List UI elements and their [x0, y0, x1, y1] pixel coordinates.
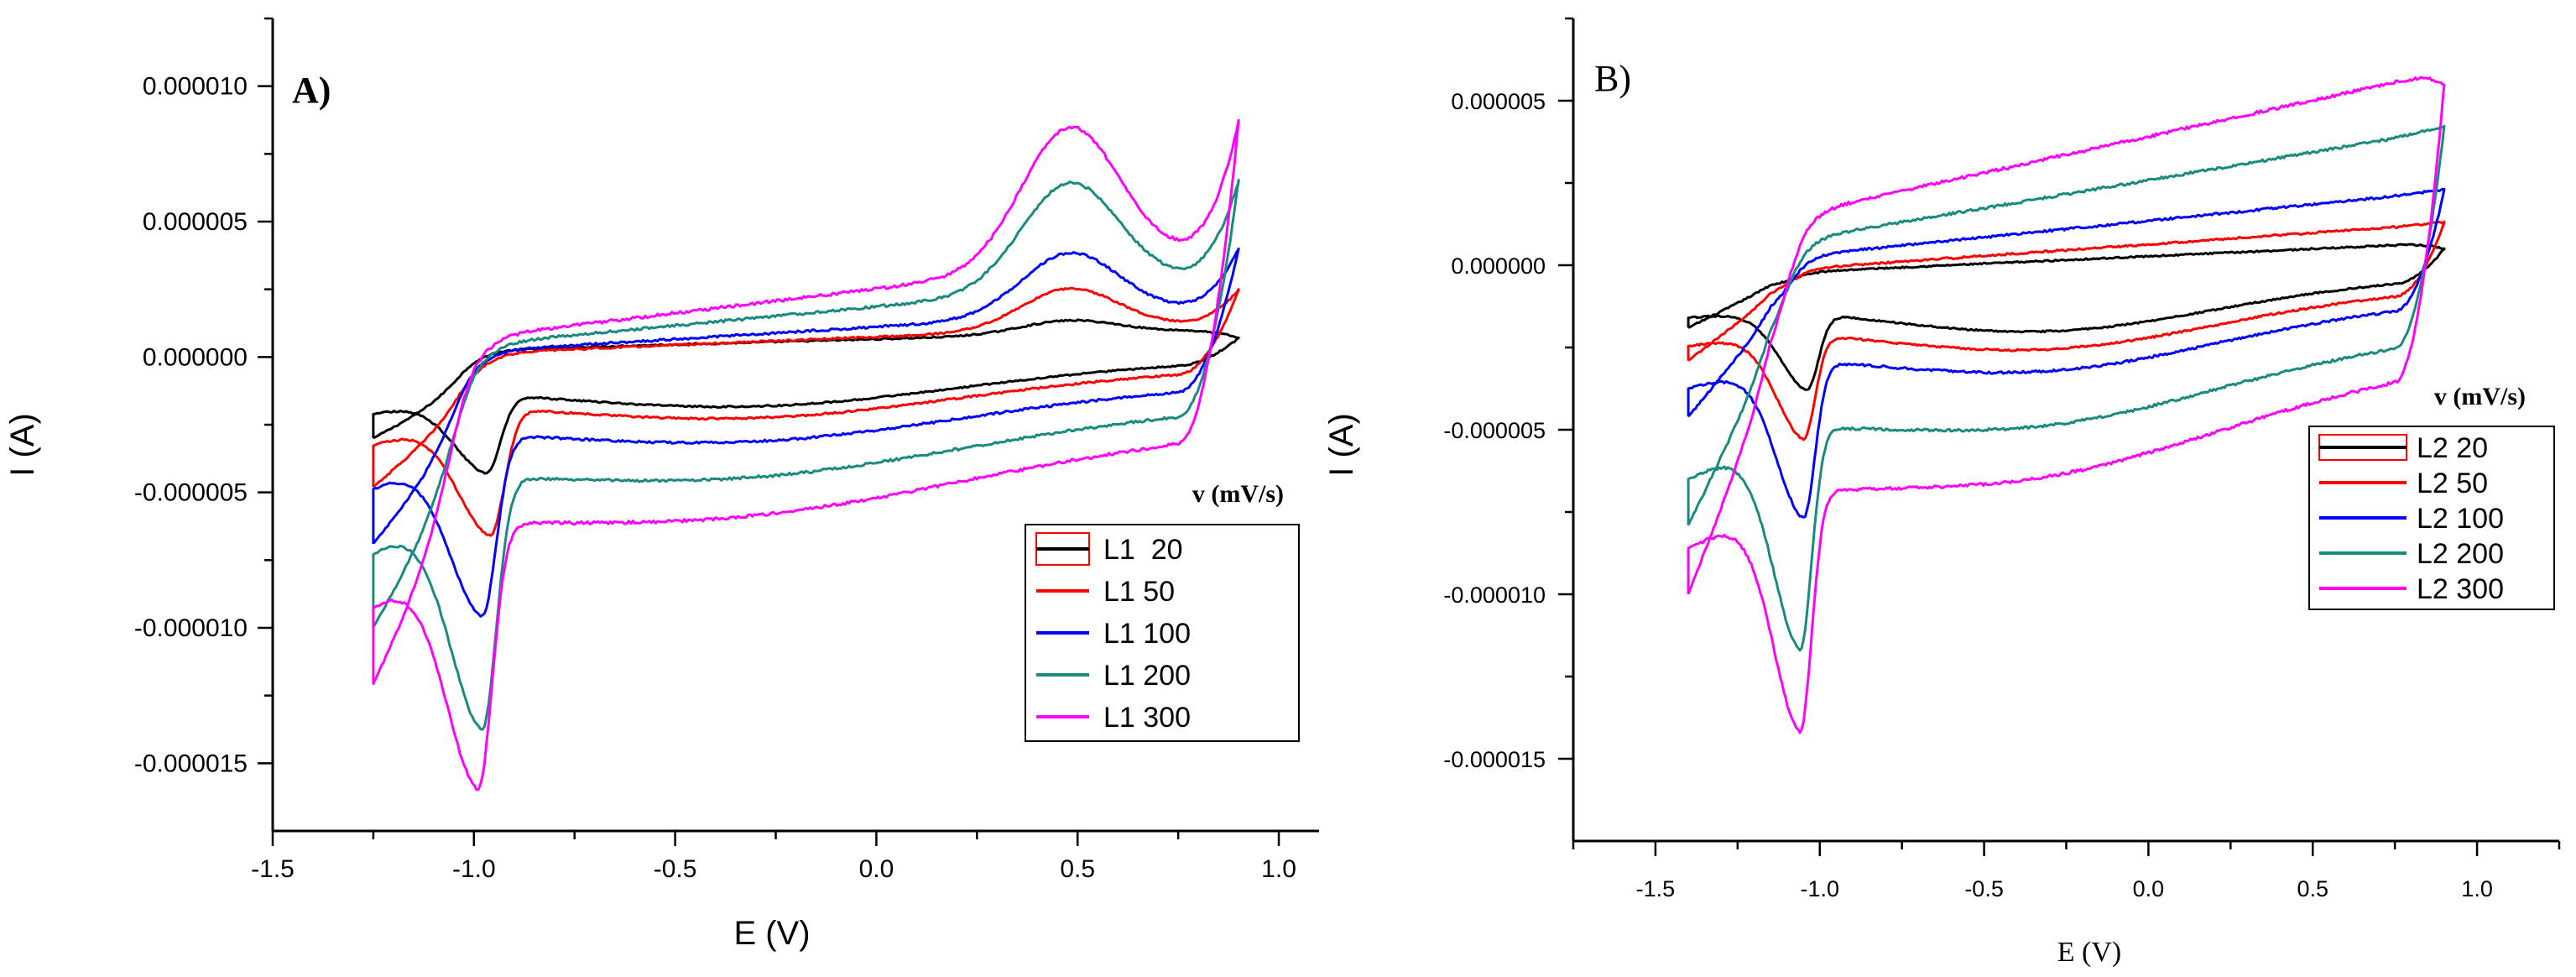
panel-a-legend-label-5: L1 300 — [1103, 702, 1191, 734]
panel-b-x-tick-label: 0.5 — [2297, 876, 2328, 901]
panel-b-series-3-line — [1687, 187, 2446, 519]
panel-a-legend-title: v (mV/s) — [1192, 480, 1284, 508]
panel-b-legend-label-4: L2 200 — [2417, 538, 2504, 570]
panel-a-series-5-line — [372, 118, 1240, 792]
panel-b-y-tick-label: 0.000005 — [1451, 89, 1546, 114]
panel-b-x-tick-label: -1.0 — [1800, 876, 1839, 901]
panel-b-x-tick-label: 0.0 — [2133, 876, 2165, 901]
panel-a-y-tick-label: -0.000005 — [134, 479, 248, 507]
panel-a-label: A) — [292, 70, 331, 111]
panel-b-legend-title: v (mV/s) — [2434, 383, 2526, 410]
panel-a-chart: A) E (V) I (A) v (mV/s) -1.5 -1.0 -0.5 0.0 0… — [4, 17, 1319, 952]
panel-a-series-3-line — [372, 247, 1240, 618]
panel-b-series-5-line — [1687, 76, 2446, 734]
panel-b-y-tick-label: -0.000005 — [1443, 418, 1546, 443]
panel-a-y-tick-label: 0.000010 — [143, 73, 248, 101]
panel-b-legend-label-2: L2 50 — [2417, 468, 2488, 499]
panel-b-legend-label-1: L2 20 — [2417, 432, 2488, 464]
panel-a-x-tick-label: 0.5 — [1060, 855, 1095, 883]
panel-b-series-4-line — [1687, 124, 2446, 652]
panel-b-y-tick-label: 0.000000 — [1451, 253, 1546, 279]
panel-a-series-2-line — [372, 286, 1240, 537]
panel-b-y-tick-label: -0.000010 — [1443, 583, 1546, 608]
panel-b-x-tick-label: -1.5 — [1636, 876, 1676, 901]
panel-b-label: B) — [1594, 58, 1631, 99]
panel-b-chart: B) E (V) I (A) v (mV/s) -1.5 -1.0 -0.5 0.0 0… — [1323, 17, 2561, 968]
panel-a-y-axis-title: I (A) — [4, 413, 41, 477]
panel-a-y-tick-label: 0.000005 — [143, 208, 248, 236]
panel-a-series-4-line — [372, 178, 1240, 731]
panel-b-series-1-line — [1687, 243, 2446, 391]
panel-a-legend-label-3: L1 100 — [1103, 618, 1191, 650]
panel-a-x-axis-title: E (V) — [733, 915, 810, 952]
panel-a-y-tick-label: 0.000000 — [143, 343, 248, 371]
panel-a-x-tick-label: 1.0 — [1261, 855, 1296, 883]
panel-b-x-tick-label: -0.5 — [1964, 876, 2004, 901]
panel-b-y-tick-label: -0.000015 — [1443, 747, 1546, 772]
panel-b-legend-label-3: L2 100 — [2417, 503, 2504, 535]
panel-b-y-axis-title: I (A) — [1323, 413, 1360, 477]
panel-a-x-tick-label: 0.0 — [859, 855, 894, 883]
panel-a-legend-label-4: L1 200 — [1103, 660, 1191, 692]
panel-b-legend-label-5: L2 300 — [2417, 573, 2504, 605]
panel-a-y-tick-label: -0.000015 — [134, 750, 248, 777]
panel-b-series-2-line — [1687, 220, 2446, 441]
panel-a-x-tick-label: -0.5 — [654, 855, 697, 883]
panel-a-legend-label-2: L1 50 — [1103, 576, 1175, 608]
panel-a-series-1-line — [372, 318, 1240, 475]
panel-b-x-axis-title: E (V) — [2057, 937, 2121, 968]
panel-a-x-tick-label: -1.0 — [452, 855, 496, 883]
panel-b-x-tick-label: 1.0 — [2461, 876, 2493, 901]
panel-a-legend-label-1: L1 20 — [1103, 534, 1183, 566]
panel-a-y-tick-label: -0.000010 — [134, 614, 248, 642]
panel-a-x-tick-label: -1.5 — [251, 855, 295, 883]
